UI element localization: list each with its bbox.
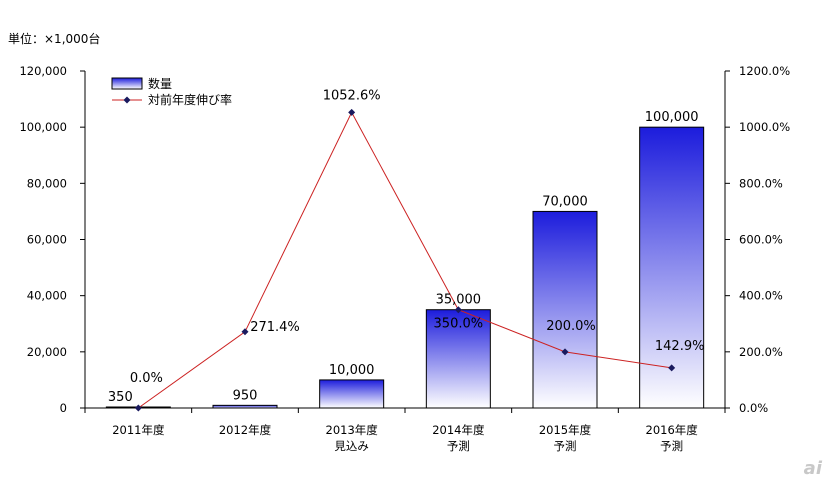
growth-point xyxy=(134,404,142,412)
bar-value-label: 950 xyxy=(233,388,258,403)
legend-bar-swatch xyxy=(111,77,143,90)
growth-point xyxy=(561,348,569,356)
legend-line-marker xyxy=(123,96,131,104)
bar xyxy=(425,309,491,409)
growth-line-path xyxy=(138,111,672,409)
y-right-tick-label: 400.0% xyxy=(739,289,783,303)
x-category-label: 予測 xyxy=(554,439,577,453)
x-category-label: 予測 xyxy=(660,439,683,453)
bar xyxy=(639,126,705,409)
data-labels: 350 950 10,000 35,000 70,000 100,000 0.0% 271.4… xyxy=(108,88,705,405)
y-right-tick-label: 1200.0% xyxy=(739,64,790,78)
y-right-tick-label: 1000.0% xyxy=(739,120,790,134)
y-left-tick-label: 60,000 xyxy=(27,233,67,247)
bar xyxy=(319,379,385,409)
axes: 0 20,000 40,000 60,000 80,000 100,000 120,000 0… xyxy=(19,64,790,453)
growth-point xyxy=(454,306,462,314)
bar xyxy=(532,210,598,409)
growth-point xyxy=(348,108,356,116)
growth-value-label: 271.4% xyxy=(250,320,300,335)
y-right-tick-label: 0.0% xyxy=(739,401,768,415)
x-category-label: 予測 xyxy=(447,439,470,453)
growth-value-label: 1052.6% xyxy=(323,88,381,103)
y-left-tick-label: 120,000 xyxy=(19,64,67,78)
growth-point xyxy=(241,328,249,336)
x-category-label: 2011年度 xyxy=(112,423,165,437)
growth-value-label: 200.0% xyxy=(546,319,596,334)
x-category-label: 2015年度 xyxy=(539,423,592,437)
bar xyxy=(212,404,278,409)
y-left-tick-label: 80,000 xyxy=(27,176,67,190)
x-category-label: 2014年度 xyxy=(432,423,485,437)
growth-value-label: 142.9% xyxy=(655,339,705,354)
bar-value-label: 100,000 xyxy=(645,110,699,125)
legend-bar-label: 数量 xyxy=(148,76,172,91)
x-category-label: 2013年度 xyxy=(326,423,379,437)
y-right-tick-label: 800.0% xyxy=(739,176,783,190)
legend-line-label: 対前年度伸び率 xyxy=(148,92,232,107)
y-left-tick-label: 100,000 xyxy=(19,120,67,134)
y-right-tick-label: 600.0% xyxy=(739,233,783,247)
x-category-label: 見込み xyxy=(334,439,369,453)
growth-line xyxy=(134,108,676,412)
growth-point xyxy=(668,364,676,372)
bar-value-label: 70,000 xyxy=(542,194,588,209)
bar-value-label: 35,000 xyxy=(436,293,482,308)
y-left-tick-label: 20,000 xyxy=(27,345,67,359)
watermark-logo: ai xyxy=(803,458,822,479)
bar-value-label: 10,000 xyxy=(329,363,375,378)
x-category-label: 2012年度 xyxy=(219,423,272,437)
x-category-label: 2016年度 xyxy=(646,423,699,437)
y-left-tick-label: 0 xyxy=(60,401,67,415)
unit-label: 単位：×1,000台 xyxy=(8,32,101,46)
bars xyxy=(105,126,705,409)
bar-value-label: 350 xyxy=(108,390,133,405)
y-right-tick-label: 200.0% xyxy=(739,345,783,359)
growth-value-label: 0.0% xyxy=(130,371,163,386)
y-left-tick-label: 40,000 xyxy=(27,289,67,303)
growth-value-label: 350.0% xyxy=(434,317,484,332)
